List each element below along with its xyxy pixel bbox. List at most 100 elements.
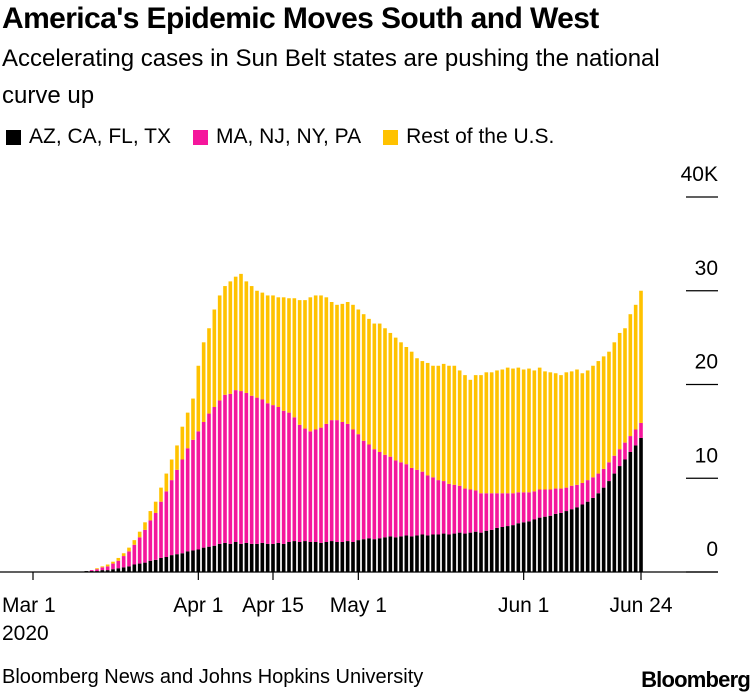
bar-segment <box>228 281 233 394</box>
bar-segment <box>511 368 515 494</box>
legend-item: AZ, CA, FL, TX <box>6 125 171 149</box>
bar-segment <box>505 526 510 572</box>
bar-segment <box>372 449 377 540</box>
bar-segment <box>180 426 185 460</box>
x-tick-label: Jun 1 <box>498 594 549 617</box>
bar-segment <box>308 542 313 572</box>
bar-segment <box>95 568 99 570</box>
chart: 0 10 20 30 40K Mar 1 2020 Apr 1 Apr 15 May 1 Jun 1… <box>0 163 718 645</box>
bar-segment <box>489 529 494 572</box>
bar-segment <box>431 477 435 535</box>
bar-segment <box>233 390 238 542</box>
bar-segment <box>516 367 521 493</box>
bar-segment <box>388 536 393 572</box>
bar-segment <box>191 550 195 572</box>
bar-segment <box>441 363 446 482</box>
bar-segment <box>212 309 217 407</box>
bar-segment <box>319 542 323 572</box>
bar-segment <box>260 399 265 543</box>
bar-segment <box>185 448 190 552</box>
bar-segment <box>169 555 174 572</box>
bar-segment <box>521 369 526 493</box>
bar-segment <box>345 541 350 572</box>
bar-segment <box>489 493 494 530</box>
bar-segment <box>121 556 126 568</box>
bar-segment <box>612 455 617 474</box>
bar-segment <box>201 342 206 422</box>
bar-segment <box>495 370 499 494</box>
y-tick-label: 20 <box>695 351 718 374</box>
bar-segment <box>121 553 126 557</box>
bar-segment <box>612 342 617 456</box>
bar-segment <box>479 493 483 533</box>
bar-segment <box>591 497 595 572</box>
bar-segment <box>367 538 371 572</box>
bar-segment <box>393 337 398 461</box>
bar-segment <box>575 484 579 508</box>
y-tick-label: 0 <box>706 538 718 561</box>
y-tick-label: 30 <box>695 257 718 280</box>
bar-segment <box>377 538 382 572</box>
bar-segment <box>420 471 425 535</box>
bar-segment <box>479 532 483 572</box>
bar-segment <box>313 295 318 430</box>
bar-segment <box>463 375 467 489</box>
bar-segment <box>601 487 606 572</box>
bar-segment <box>559 488 563 513</box>
bar-segment <box>569 509 574 572</box>
bar-segment <box>617 466 622 572</box>
bar-segment <box>100 570 105 572</box>
bar-segment <box>441 533 446 572</box>
bar-segment <box>404 464 409 536</box>
bar-segment <box>223 286 227 395</box>
bar-segment <box>628 436 633 452</box>
bar-segment <box>180 553 185 572</box>
bar-segment <box>527 492 531 522</box>
bar-segment <box>452 365 457 485</box>
bar-segment <box>265 403 270 544</box>
bar-segment <box>329 420 334 542</box>
bar-segment <box>351 304 355 430</box>
bar-segment <box>297 542 302 572</box>
bar-segment <box>116 557 121 561</box>
bar-segment <box>388 332 393 457</box>
bar-segment <box>260 542 265 572</box>
bar-segment <box>329 302 334 421</box>
bar-segment <box>361 314 366 441</box>
bar-segment <box>516 492 521 524</box>
bar-segment <box>601 468 606 488</box>
bar-segment <box>287 412 291 542</box>
legend-item: MA, NJ, NY, PA <box>192 125 361 149</box>
bar-segment <box>447 365 451 484</box>
bar-segment <box>116 568 121 572</box>
bar-segment <box>580 482 585 505</box>
bar-segment <box>505 367 510 494</box>
bar-segment <box>292 541 297 572</box>
bar-segment <box>596 493 601 572</box>
x-tick-label: Mar 1 <box>2 594 56 617</box>
bar-segment <box>409 351 414 468</box>
bar-segment <box>281 297 286 411</box>
bar-segment <box>399 342 403 463</box>
bar-segment <box>473 375 478 491</box>
bar-segment <box>537 489 542 518</box>
bar-segment <box>564 372 569 488</box>
bar-segment <box>89 570 94 572</box>
bar-segment <box>137 563 142 572</box>
bar-segment <box>367 444 371 539</box>
bar-segment <box>137 537 142 564</box>
bar-segment <box>324 423 329 542</box>
bar-segment <box>249 286 254 396</box>
bar-segment <box>404 535 409 572</box>
bar-segment <box>468 532 473 572</box>
bar-segment <box>127 566 131 572</box>
bar-segment <box>356 434 361 541</box>
bar-segment <box>196 365 201 432</box>
bar-segment <box>383 454 387 538</box>
x-tick-label: Apr 15 <box>242 594 304 617</box>
bar-segment <box>463 488 467 534</box>
bar-segment <box>623 328 627 443</box>
bar-segment <box>143 529 147 563</box>
bar-segment <box>260 292 265 400</box>
bar-segment <box>415 535 419 572</box>
